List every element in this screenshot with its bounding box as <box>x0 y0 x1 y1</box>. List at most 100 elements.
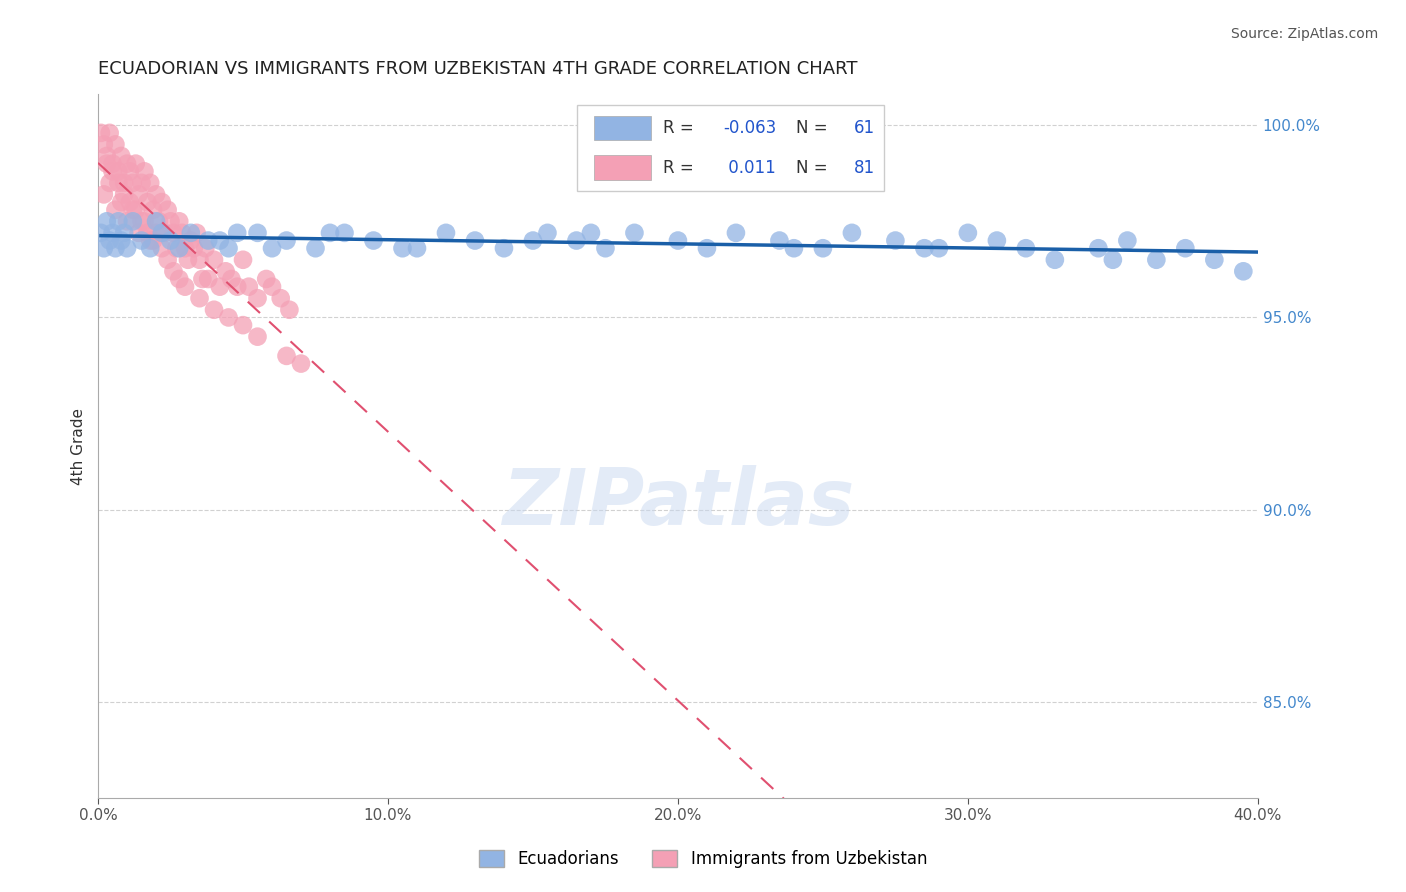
Point <box>276 234 298 248</box>
Point <box>884 234 907 248</box>
Point <box>221 272 243 286</box>
Point <box>104 202 127 217</box>
Point <box>128 226 150 240</box>
Point <box>768 234 790 248</box>
Point <box>1102 252 1125 267</box>
Point <box>188 252 211 267</box>
Point <box>841 226 863 240</box>
Point <box>956 226 979 240</box>
Point <box>104 241 127 255</box>
Text: ZIPatlas: ZIPatlas <box>502 465 853 541</box>
Point <box>134 164 156 178</box>
Point <box>156 252 179 267</box>
Point <box>1087 241 1109 255</box>
Point <box>139 234 162 248</box>
Point <box>90 126 112 140</box>
Point <box>186 226 208 240</box>
Point <box>93 241 115 255</box>
Point <box>197 234 219 248</box>
Point <box>98 234 121 248</box>
Point <box>121 176 143 190</box>
Point <box>131 234 153 248</box>
Point <box>159 234 181 248</box>
Point <box>1232 264 1254 278</box>
Point <box>333 226 356 240</box>
Point <box>214 264 236 278</box>
Point <box>724 226 747 240</box>
Point <box>98 176 121 190</box>
Point <box>150 226 173 240</box>
Point <box>202 252 225 267</box>
Point <box>121 202 143 217</box>
Point <box>188 291 211 305</box>
Point <box>180 234 202 248</box>
Point <box>110 195 132 210</box>
Point <box>93 187 115 202</box>
Point <box>406 241 429 255</box>
Point <box>492 241 515 255</box>
Point <box>565 234 588 248</box>
Text: R =: R = <box>662 159 699 177</box>
Point <box>90 226 112 240</box>
Point <box>93 137 115 152</box>
Point <box>177 252 200 267</box>
Point <box>101 226 124 240</box>
FancyBboxPatch shape <box>576 105 884 191</box>
Point <box>101 164 124 178</box>
Point <box>226 279 249 293</box>
Point <box>139 176 162 190</box>
Text: 61: 61 <box>855 120 876 137</box>
Point <box>174 241 197 255</box>
Point <box>115 156 138 170</box>
Point <box>246 329 269 343</box>
Point <box>208 279 231 293</box>
Point <box>783 241 806 255</box>
Point <box>159 214 181 228</box>
Text: 81: 81 <box>855 159 876 177</box>
Point <box>1204 252 1226 267</box>
Point <box>434 226 457 240</box>
Point <box>811 241 834 255</box>
Point <box>107 176 129 190</box>
Point <box>136 226 159 240</box>
Point <box>107 164 129 178</box>
Point <box>131 176 153 190</box>
Point <box>104 137 127 152</box>
Point <box>162 226 184 240</box>
Point <box>304 241 326 255</box>
Point <box>121 214 143 228</box>
Point <box>218 241 240 255</box>
FancyBboxPatch shape <box>595 116 651 140</box>
Point <box>134 214 156 228</box>
Point <box>118 195 141 210</box>
Point <box>96 156 118 170</box>
Point <box>167 272 190 286</box>
Point <box>391 241 413 255</box>
Point <box>125 156 148 170</box>
Point <box>148 214 170 228</box>
Point <box>96 149 118 163</box>
Point <box>1174 241 1197 255</box>
Point <box>110 149 132 163</box>
Point <box>191 272 214 286</box>
Point <box>183 241 205 255</box>
Point <box>167 214 190 228</box>
Point <box>197 272 219 286</box>
Point <box>174 279 197 293</box>
Point <box>142 202 165 217</box>
Point <box>246 226 269 240</box>
Point <box>156 202 179 217</box>
Point <box>536 226 558 240</box>
Point <box>167 241 190 255</box>
Point <box>112 187 135 202</box>
Text: ECUADORIAN VS IMMIGRANTS FROM UZBEKISTAN 4TH GRADE CORRELATION CHART: ECUADORIAN VS IMMIGRANTS FROM UZBEKISTAN… <box>98 60 858 78</box>
Point <box>319 226 342 240</box>
Point <box>226 226 249 240</box>
Point <box>238 279 260 293</box>
Point <box>128 187 150 202</box>
Point <box>145 187 167 202</box>
Point <box>232 318 254 332</box>
Point <box>270 291 292 305</box>
Point <box>194 241 217 255</box>
Point <box>363 234 385 248</box>
